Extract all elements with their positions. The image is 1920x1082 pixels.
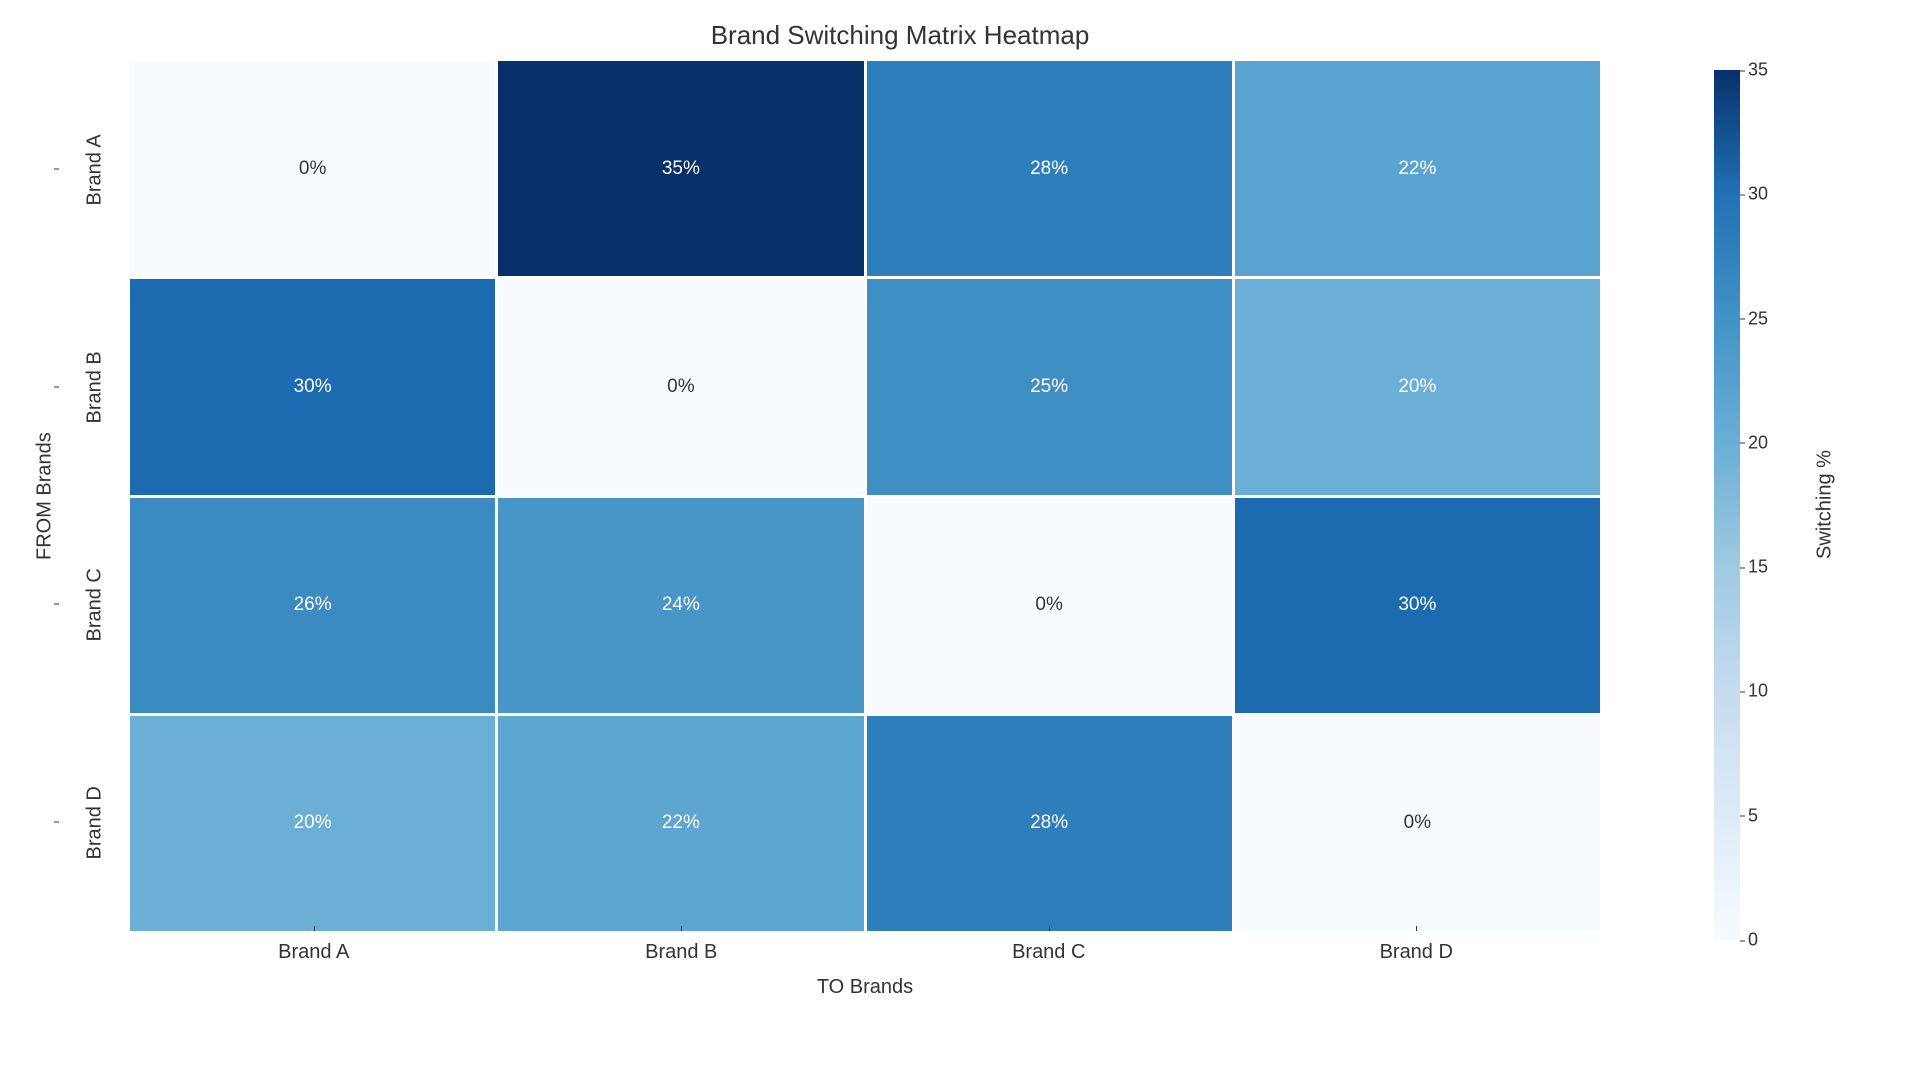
colorbar-tick: 20	[1748, 432, 1768, 453]
x-axis-ticks: Brand ABrand BBrand CBrand D	[130, 931, 1600, 971]
y-axis-ticks: Brand ABrand BBrand CBrand D	[60, 61, 130, 931]
x-tick-label: Brand D	[1233, 931, 1601, 971]
y-axis-label: FROM Brands	[30, 61, 60, 931]
heatmap-cell: 30%	[1235, 498, 1600, 713]
heatmap-cell: 0%	[1235, 716, 1600, 931]
heatmap-cell: 26%	[130, 498, 495, 713]
plot-area: FROM Brands Brand ABrand BBrand CBrand D…	[30, 61, 1890, 931]
chart-container: Brand Switching Matrix Heatmap FROM Bran…	[30, 20, 1890, 1060]
heatmap-cell: 0%	[498, 279, 863, 494]
heatmap-cell: 20%	[1235, 279, 1600, 494]
x-tick-label: Brand B	[498, 931, 866, 971]
heatmap-cell: 24%	[498, 498, 863, 713]
heatmap-cell: 0%	[867, 498, 1232, 713]
colorbar-container: 05101520253035 Switching %	[1714, 70, 1840, 940]
colorbar-gradient	[1714, 70, 1740, 940]
colorbar-tick: 10	[1748, 681, 1768, 702]
heatmap-cell: 22%	[498, 716, 863, 931]
y-tick-label: Brand B	[60, 279, 130, 497]
heatmap-cell: 30%	[130, 279, 495, 494]
colorbar-label: Switching %	[1810, 70, 1840, 940]
colorbar-tick: 25	[1748, 308, 1768, 329]
colorbar-tick: 35	[1748, 60, 1768, 81]
y-tick-label: Brand A	[60, 61, 130, 279]
chart-title: Brand Switching Matrix Heatmap	[0, 20, 1890, 51]
heatmap-cell: 0%	[130, 61, 495, 276]
x-axis-label: TO Brands	[130, 976, 1600, 999]
colorbar-tick: 0	[1748, 930, 1758, 951]
colorbar-tick: 5	[1748, 805, 1758, 826]
heatmap-grid: 0%35%28%22%30%0%25%20%26%24%0%30%20%22%2…	[130, 61, 1600, 931]
heatmap-cell: 28%	[867, 716, 1232, 931]
heatmap-cell: 35%	[498, 61, 863, 276]
heatmap-cell: 20%	[130, 716, 495, 931]
heatmap-cell: 28%	[867, 61, 1232, 276]
heatmap-cell: 25%	[867, 279, 1232, 494]
y-tick-label: Brand D	[60, 714, 130, 932]
heatmap-cell: 22%	[1235, 61, 1600, 276]
y-tick-label: Brand C	[60, 496, 130, 714]
x-tick-label: Brand A	[130, 931, 498, 971]
colorbar-ticks: 05101520253035	[1740, 70, 1790, 940]
x-tick-label: Brand C	[865, 931, 1233, 971]
colorbar-tick: 15	[1748, 557, 1768, 578]
colorbar-tick: 30	[1748, 184, 1768, 205]
